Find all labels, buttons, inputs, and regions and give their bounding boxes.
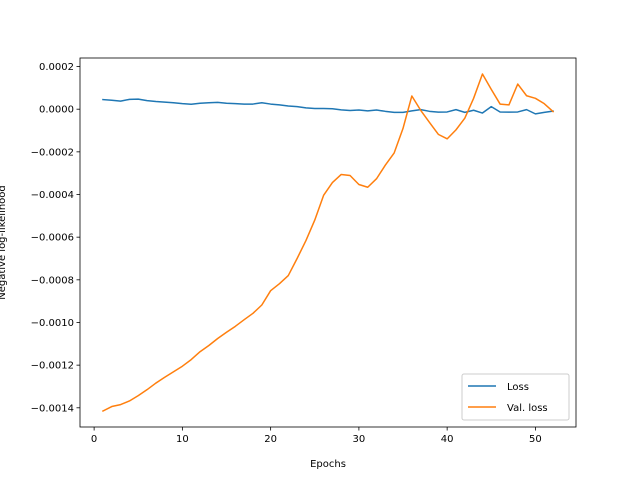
x-axis-ticks: 0 10 20 30 40 50 bbox=[91, 427, 542, 445]
legend-label-val-loss: Val. loss bbox=[507, 403, 548, 414]
y-tick-label: −0.0006 bbox=[31, 233, 74, 244]
legend-label-loss: Loss bbox=[507, 382, 529, 393]
x-tick-label: 50 bbox=[529, 434, 542, 445]
y-tick-label: −0.0008 bbox=[31, 275, 74, 286]
y-tick-label: 0.0002 bbox=[39, 62, 74, 73]
y-tick-label: 0.0000 bbox=[39, 105, 74, 116]
x-tick-label: 0 bbox=[91, 434, 97, 445]
axes-layer bbox=[79, 57, 577, 428]
x-tick-label: 40 bbox=[441, 434, 454, 445]
y-tick-label: −0.0004 bbox=[31, 190, 74, 201]
x-tick-label: 30 bbox=[353, 434, 366, 445]
x-tick-label: 20 bbox=[264, 434, 277, 445]
y-tick-label: −0.0002 bbox=[31, 147, 74, 158]
series-line-loss bbox=[102, 98, 554, 115]
plot-area bbox=[80, 58, 576, 427]
plot-frame bbox=[79, 57, 577, 428]
y-tick-label: −0.0014 bbox=[31, 403, 74, 414]
x-tick-label: 10 bbox=[176, 434, 189, 445]
y-axis-ticks: −0.0014 −0.0012 −0.0010 −0.0008 −0.0006 −0.00… bbox=[31, 62, 80, 414]
y-axis-label: Negative log-likelihood bbox=[0, 185, 8, 300]
y-tick-label: −0.0010 bbox=[31, 318, 74, 329]
legend: Loss Val. loss bbox=[461, 373, 570, 421]
x-axis-label: Epochs bbox=[310, 459, 346, 470]
series-layer bbox=[101, 73, 555, 413]
series-line-val-loss bbox=[101, 73, 555, 413]
y-tick-label: −0.0012 bbox=[31, 361, 74, 372]
